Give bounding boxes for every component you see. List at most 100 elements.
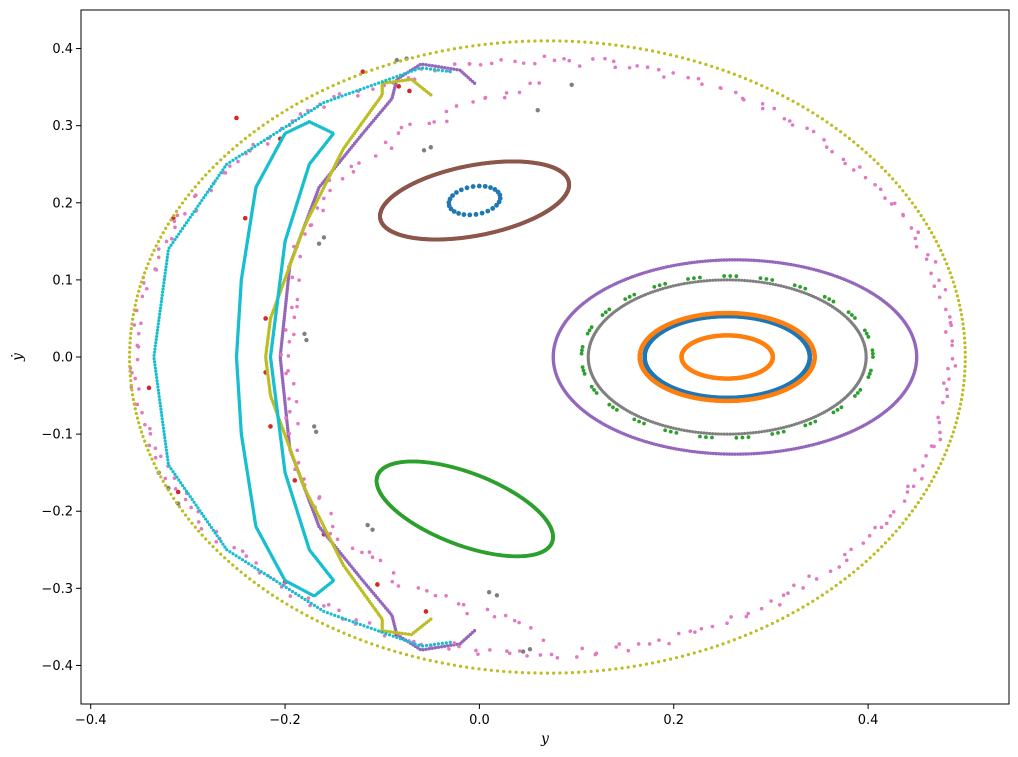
data-point — [283, 304, 288, 308]
data-point — [961, 383, 966, 387]
data-point — [924, 257, 929, 261]
data-point — [154, 466, 158, 470]
data-point — [152, 248, 156, 252]
data-point — [252, 130, 256, 134]
data-point — [786, 262, 791, 266]
data-point — [529, 626, 533, 630]
data-point — [879, 525, 884, 530]
data-point — [792, 422, 796, 427]
data-point — [152, 462, 156, 466]
data-point — [393, 61, 397, 65]
data-point — [716, 432, 721, 436]
data-point — [891, 510, 896, 514]
data-point — [913, 468, 917, 472]
data-point — [505, 649, 509, 653]
data-point — [954, 289, 958, 293]
data-point — [786, 96, 790, 101]
data-point — [211, 545, 215, 549]
data-point — [156, 247, 161, 251]
data-point — [888, 514, 893, 518]
data-point — [450, 193, 455, 199]
data-point — [137, 421, 141, 425]
data-point — [871, 355, 875, 359]
data-point — [154, 244, 158, 248]
data-point — [674, 656, 679, 660]
data-point — [776, 260, 780, 265]
data-point — [650, 49, 655, 53]
data-point — [953, 364, 958, 368]
data-point — [959, 312, 964, 317]
data-point — [674, 430, 679, 435]
data-point — [863, 175, 868, 180]
data-point — [950, 275, 954, 280]
data-point — [235, 566, 239, 571]
data-point — [285, 287, 290, 291]
data-point — [637, 419, 641, 424]
data-point — [697, 275, 702, 280]
data-point — [397, 79, 402, 83]
data-point — [436, 65, 441, 69]
data-point — [963, 350, 967, 354]
data-point — [735, 258, 740, 262]
data-point — [656, 660, 661, 664]
data-point — [199, 526, 204, 531]
data-point — [281, 329, 285, 333]
data-point — [243, 136, 248, 141]
data-point — [489, 61, 494, 66]
data-point — [943, 287, 948, 292]
data-point — [601, 668, 606, 672]
data-point — [708, 259, 713, 263]
data-point — [461, 212, 467, 217]
data-point — [502, 40, 506, 45]
data-point — [458, 46, 463, 50]
data-point — [130, 393, 135, 397]
data-point — [880, 545, 884, 549]
data-point — [778, 603, 782, 607]
data-point — [528, 81, 532, 86]
data-point — [614, 43, 618, 47]
data-point — [676, 631, 681, 636]
data-point — [279, 368, 284, 373]
data-point — [128, 360, 132, 364]
data-point — [589, 384, 594, 389]
data-point — [789, 447, 793, 452]
data-point — [698, 61, 702, 65]
data-point — [331, 84, 335, 88]
data-point — [959, 397, 964, 402]
data-point — [517, 649, 522, 653]
data-point — [423, 609, 429, 614]
data-point — [464, 185, 470, 191]
data-point — [664, 445, 668, 449]
data-point — [913, 236, 918, 241]
data-point — [656, 422, 660, 426]
data-point — [937, 466, 941, 470]
data-point — [370, 642, 374, 646]
data-point — [734, 432, 738, 436]
data-point — [864, 559, 868, 564]
data-point — [585, 331, 590, 336]
data-point — [367, 550, 372, 554]
data-point — [690, 260, 694, 265]
data-point — [776, 430, 780, 435]
data-point — [381, 64, 385, 68]
data-point — [663, 428, 668, 433]
data-point — [146, 262, 150, 266]
data-point — [452, 663, 457, 667]
data-point — [285, 289, 289, 293]
data-point — [805, 126, 809, 131]
data-point — [257, 126, 261, 131]
data-point — [807, 355, 812, 360]
data-point — [169, 218, 173, 222]
data-point — [564, 39, 568, 43]
data-point — [174, 501, 179, 505]
data-point — [204, 537, 208, 541]
data-point — [527, 39, 531, 43]
data-point — [502, 95, 507, 100]
data-point — [520, 670, 525, 675]
data-point — [715, 644, 719, 648]
data-point — [358, 638, 363, 642]
data-point — [421, 62, 425, 66]
data-point — [787, 119, 792, 123]
data-point — [722, 258, 726, 262]
